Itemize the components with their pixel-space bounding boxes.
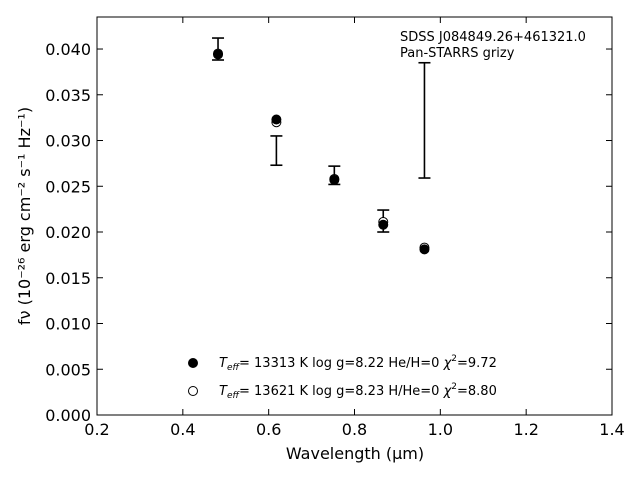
x-tick-label: 0.8 bbox=[342, 420, 367, 439]
legend-marker-open bbox=[188, 386, 198, 396]
annotation-survey: Pan-STARRS grizy bbox=[400, 46, 515, 61]
y-tick-label: 0.010 bbox=[45, 315, 91, 334]
y-tick-label: 0.005 bbox=[45, 360, 91, 379]
y-axis-label-text: fν (10⁻²⁶ erg cm⁻² s⁻¹ Hz⁻¹) bbox=[15, 107, 34, 325]
x-tick-label: 0.6 bbox=[256, 420, 281, 439]
x-tick-label: 1.4 bbox=[599, 420, 624, 439]
y-tick-label: 0.025 bbox=[45, 177, 91, 196]
model-points bbox=[213, 48, 430, 255]
y-axis-label: fν (10⁻²⁶ erg cm⁻² s⁻¹ Hz⁻¹) bbox=[15, 107, 34, 325]
point-filled bbox=[213, 49, 224, 60]
legend-entry-open: Teff= 13621 K log g=8.23 H/He=0 χ2=8.80 bbox=[219, 382, 497, 401]
legend-marker-filled bbox=[188, 358, 198, 368]
x-axis-label-text: Wavelength (μm) bbox=[286, 444, 424, 463]
error-bar bbox=[270, 135, 283, 167]
point-filled bbox=[419, 244, 430, 255]
y-tick-label: 0.030 bbox=[45, 132, 91, 151]
error-bars bbox=[212, 37, 431, 233]
y-tick-label: 0.040 bbox=[45, 40, 91, 59]
point-filled bbox=[329, 174, 340, 185]
axis-ticks: 0.2 0.4 0.6 0.8 1.0 1.2 1.4 0.000 0.005 0.010 0.01… bbox=[45, 17, 625, 439]
x-tick-label: 0.2 bbox=[84, 420, 109, 439]
x-tick-label: 1.0 bbox=[428, 420, 453, 439]
y-tick-label: 0.000 bbox=[45, 406, 91, 425]
x-tick-label: 0.4 bbox=[170, 420, 195, 439]
y-tick-label: 0.020 bbox=[45, 223, 91, 242]
point-filled bbox=[378, 219, 389, 230]
x-tick-label: 1.2 bbox=[513, 420, 538, 439]
annotation-object-name: SDSS J084849.26+461321.0 bbox=[400, 30, 586, 45]
y-tick-label: 0.015 bbox=[45, 269, 91, 288]
point-filled bbox=[271, 114, 282, 125]
legend-entry-filled: Teff= 13313 K log g=8.22 He/H=0 χ2=9.72 bbox=[219, 354, 497, 373]
error-bar bbox=[418, 61, 431, 179]
legend: Teff= 13313 K log g=8.22 He/H=0 χ2=9.72 … bbox=[188, 354, 497, 401]
y-tick-label: 0.035 bbox=[45, 86, 91, 105]
plot-frame bbox=[96, 16, 613, 416]
x-axis-label: Wavelength (μm) bbox=[286, 444, 424, 463]
